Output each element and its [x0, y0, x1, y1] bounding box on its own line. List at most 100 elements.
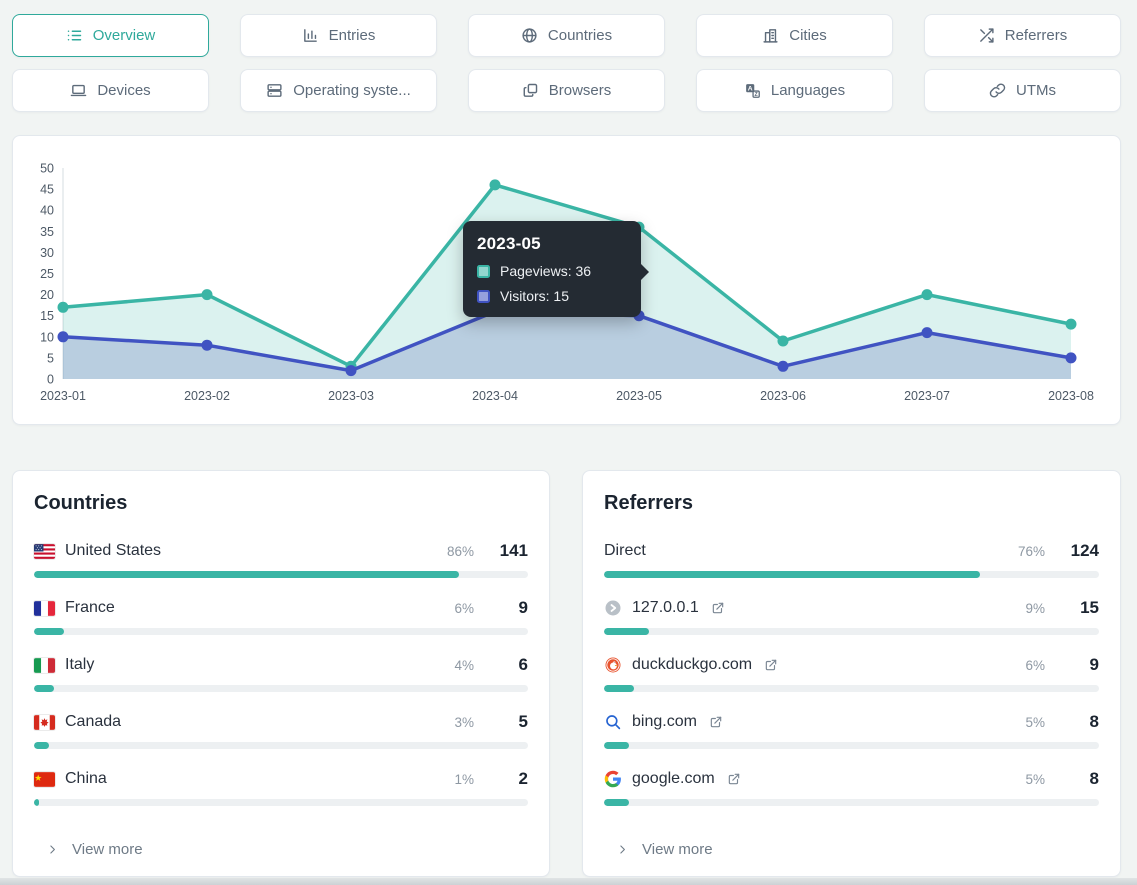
tab-devices[interactable]: Devices: [12, 69, 209, 112]
tab-languages[interactable]: A Z Languages: [696, 69, 893, 112]
tab-entries[interactable]: Entries: [240, 14, 437, 57]
progress-bar: [604, 685, 1099, 692]
percent-value: 6%: [1025, 658, 1045, 673]
progress-bar-fill: [604, 685, 634, 692]
tab-cities[interactable]: Cities: [696, 14, 893, 57]
chart-point-visitors-2023-06[interactable]: [777, 360, 789, 372]
list-icon: [66, 27, 83, 44]
count-value: 9: [1089, 655, 1099, 674]
referrer-label: duckduckgo.com: [632, 656, 753, 673]
tab-countries[interactable]: Countries: [468, 14, 665, 57]
external-link-icon[interactable]: [711, 601, 725, 615]
y-axis-tick-label: 35: [40, 225, 54, 239]
count-value: 6: [518, 655, 528, 674]
tab-label: Browsers: [548, 82, 612, 99]
y-axis-tick-label: 45: [40, 183, 54, 197]
count-value: 8: [1089, 769, 1099, 788]
progress-bar: [604, 799, 1099, 806]
tab-label: Entries: [328, 27, 376, 44]
country-label: Italy: [65, 656, 95, 673]
external-link-icon[interactable]: [764, 658, 778, 672]
progress-bar-fill: [34, 628, 64, 635]
y-axis-tick-label: 15: [40, 309, 54, 323]
count-value: 8: [1089, 712, 1099, 731]
count-value: 5: [518, 712, 528, 731]
progress-bar: [34, 685, 528, 692]
chart-point-pageviews-2023-06[interactable]: [777, 335, 789, 347]
chart-point-pageviews-2023-02[interactable]: [201, 289, 213, 301]
chart-point-pageviews-2023-07[interactable]: [921, 289, 933, 301]
svg-text:Z: Z: [754, 92, 758, 98]
tab-overview[interactable]: Overview: [12, 14, 209, 57]
tab-operating-syste[interactable]: Operating syste...: [240, 69, 437, 112]
progress-bar-fill: [604, 742, 629, 749]
progress-bar: [604, 742, 1099, 749]
visitors-area: [63, 311, 1071, 379]
tab-label: Overview: [92, 27, 156, 44]
count-value: 9: [518, 598, 528, 617]
overview-chart-card: 0 5 10 15 20 25 30 35 40 45 50 2023-01 2023-02 2023-0…: [12, 135, 1121, 425]
flag-fr-icon: [34, 600, 55, 616]
x-axis-tick-label: 2023-02: [184, 389, 230, 403]
country-label: United States: [65, 542, 162, 559]
tab-label: Countries: [547, 27, 613, 44]
tooltip-row: Pageviews: 36: [477, 263, 627, 279]
x-axis-tick-label: 2023-04: [472, 389, 518, 403]
chart-point-pageviews-2023-08[interactable]: [1065, 318, 1077, 330]
tab-referrers[interactable]: Referrers: [924, 14, 1121, 57]
tab-browsers[interactable]: Browsers: [468, 69, 665, 112]
progress-bar-fill: [604, 799, 629, 806]
x-axis-tick-label: 2023-01: [40, 389, 86, 403]
tab-label: Referrers: [1004, 27, 1068, 44]
country-label: Canada: [65, 713, 122, 730]
browsers-icon: [522, 82, 539, 99]
chart-point-visitors-2023-07[interactable]: [921, 327, 933, 339]
country-row-italy: Italy 4% 6: [34, 653, 528, 692]
flag-us-icon: [34, 543, 55, 559]
flag-cn-icon: [34, 771, 55, 787]
chart-point-visitors-2023-03[interactable]: [345, 365, 357, 377]
progress-bar: [34, 628, 528, 635]
percent-value: 4%: [454, 658, 474, 673]
link-icon: [989, 82, 1006, 99]
referrer-label: google.com: [632, 770, 715, 787]
countries-view-more-link[interactable]: View more: [46, 841, 528, 858]
google-icon: [604, 770, 622, 788]
country-label: China: [65, 770, 107, 787]
tooltip-row-label: Pageviews: 36: [500, 263, 592, 279]
y-axis-tick-label: 40: [40, 204, 54, 218]
entries-chart-icon: [302, 27, 319, 44]
chart-point-pageviews-2023-04[interactable]: [489, 179, 501, 191]
chart-point-pageviews-2023-01[interactable]: [57, 301, 69, 313]
referrer-row-bing-com: bing.com 5% 8: [604, 710, 1099, 749]
progress-bar-fill: [34, 571, 459, 578]
tab-label: Devices: [97, 82, 151, 99]
tooltip-row-label: Visitors: 15: [500, 288, 569, 304]
tab-utms[interactable]: UTMs: [924, 69, 1121, 112]
progress-bar-fill: [34, 742, 49, 749]
progress-bar: [34, 742, 528, 749]
referrers-title: Referrers: [604, 492, 693, 514]
series-swatch-pageviews: [477, 264, 490, 278]
chart-point-visitors-2023-01[interactable]: [57, 331, 69, 343]
external-link-icon[interactable]: [709, 715, 723, 729]
progress-bar-fill: [604, 628, 649, 635]
external-link-icon[interactable]: [727, 772, 741, 786]
count-value: 15: [1080, 598, 1099, 617]
x-axis-tick-label: 2023-08: [1048, 389, 1094, 403]
percent-value: 5%: [1025, 772, 1045, 787]
referrer-row-127-0-0-1: 127.0.0.1 9% 15: [604, 596, 1099, 635]
referrers-view-more-link[interactable]: View more: [616, 841, 1099, 858]
percent-value: 6%: [454, 601, 474, 616]
tab-label: UTMs: [1016, 82, 1056, 99]
country-label: France: [65, 599, 115, 616]
y-axis-tick-label: 30: [40, 246, 54, 260]
view-more-label: View more: [642, 841, 713, 858]
chart-point-visitors-2023-08[interactable]: [1065, 352, 1077, 364]
percent-value: 76%: [1017, 544, 1045, 559]
chart-point-visitors-2023-02[interactable]: [201, 339, 213, 351]
view-more-label: View more: [72, 841, 143, 858]
progress-bar: [34, 571, 528, 578]
referrer-label: 127.0.0.1: [632, 599, 699, 616]
